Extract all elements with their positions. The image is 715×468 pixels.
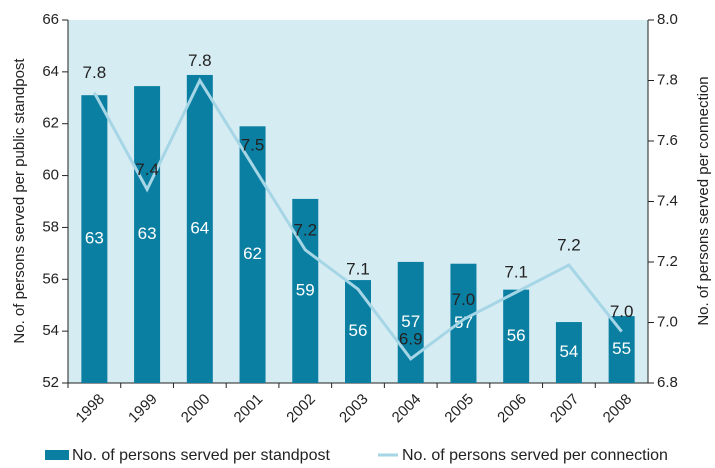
bar-label: 64 (190, 218, 209, 237)
x-tick-label: 2000 (178, 391, 214, 427)
y-tick-label: 66 (42, 11, 59, 28)
y-tick-label: 56 (42, 270, 59, 287)
bar-label: 54 (559, 342, 578, 361)
bar-label: 62 (243, 244, 262, 263)
y-tick-label: 64 (42, 63, 59, 80)
bar-label: 55 (612, 339, 631, 358)
bar (292, 198, 319, 383)
legend-swatch (45, 450, 69, 460)
line-label: 7.1 (504, 263, 528, 282)
bar (239, 126, 266, 384)
x-tick-label: 1998 (72, 391, 108, 427)
bar (397, 261, 424, 383)
y2-tick-label: 7.4 (657, 192, 678, 209)
y2-axis-label: No. of persons served per connection (695, 76, 712, 325)
bar-label: 56 (349, 321, 368, 340)
x-tick-label: 2008 (600, 391, 636, 427)
x-tick-label: 1999 (125, 391, 161, 427)
x-tick-label: 2006 (494, 391, 530, 427)
y2-tick-label: 7.0 (657, 313, 678, 330)
line-label: 7.8 (188, 51, 212, 70)
line-label: 7.4 (135, 160, 159, 179)
bar-label: 63 (85, 229, 104, 248)
line-label: 7.1 (346, 260, 370, 279)
y-axis-label: No. of persons served per public standpo… (11, 58, 28, 344)
bar (134, 86, 161, 383)
bar-label: 57 (401, 312, 420, 331)
line (93, 77, 623, 361)
y-tick-label: 54 (42, 322, 59, 339)
x-tick-label: 2002 (283, 391, 319, 427)
y2-tick-label: 7.2 (657, 253, 678, 270)
line-label: 7.5 (241, 136, 265, 155)
y2-tick-label: 7.6 (657, 132, 678, 149)
y2-tick-label: 6.8 (657, 374, 678, 391)
legend-label: No. of persons served per standpost (72, 447, 330, 464)
line-label: 6.9 (399, 329, 423, 348)
y-tick-label: 58 (42, 218, 59, 235)
x-tick-label: 2004 (389, 391, 425, 427)
x-tick-label: 2001 (231, 391, 267, 427)
x-tick-label: 2003 (336, 391, 372, 427)
bar (186, 74, 213, 384)
y-tick-label: 62 (42, 115, 59, 132)
y2-tick-label: 8.0 (657, 11, 678, 28)
bar (345, 280, 371, 383)
bar-label: 59 (296, 280, 315, 299)
x-tick-label: 2005 (441, 391, 477, 427)
bar-label: 56 (507, 326, 526, 345)
bar-label: 63 (138, 224, 157, 243)
y-tick-label: 60 (42, 167, 59, 184)
bar (450, 263, 477, 383)
y-tick-label: 52 (42, 374, 59, 391)
y2-tick-label: 7.8 (657, 71, 678, 88)
x-tick-label: 2007 (547, 391, 583, 427)
bar (555, 322, 582, 383)
line-label: 7.0 (610, 302, 634, 321)
line-label: 7.8 (83, 63, 107, 82)
legend-label: No. of persons served per connection (402, 447, 668, 464)
bar (503, 289, 530, 383)
line-label: 7.2 (557, 236, 581, 255)
bar (608, 316, 635, 383)
bar (81, 95, 108, 383)
line-label: 7.0 (452, 290, 476, 309)
line-label: 7.2 (293, 220, 317, 239)
